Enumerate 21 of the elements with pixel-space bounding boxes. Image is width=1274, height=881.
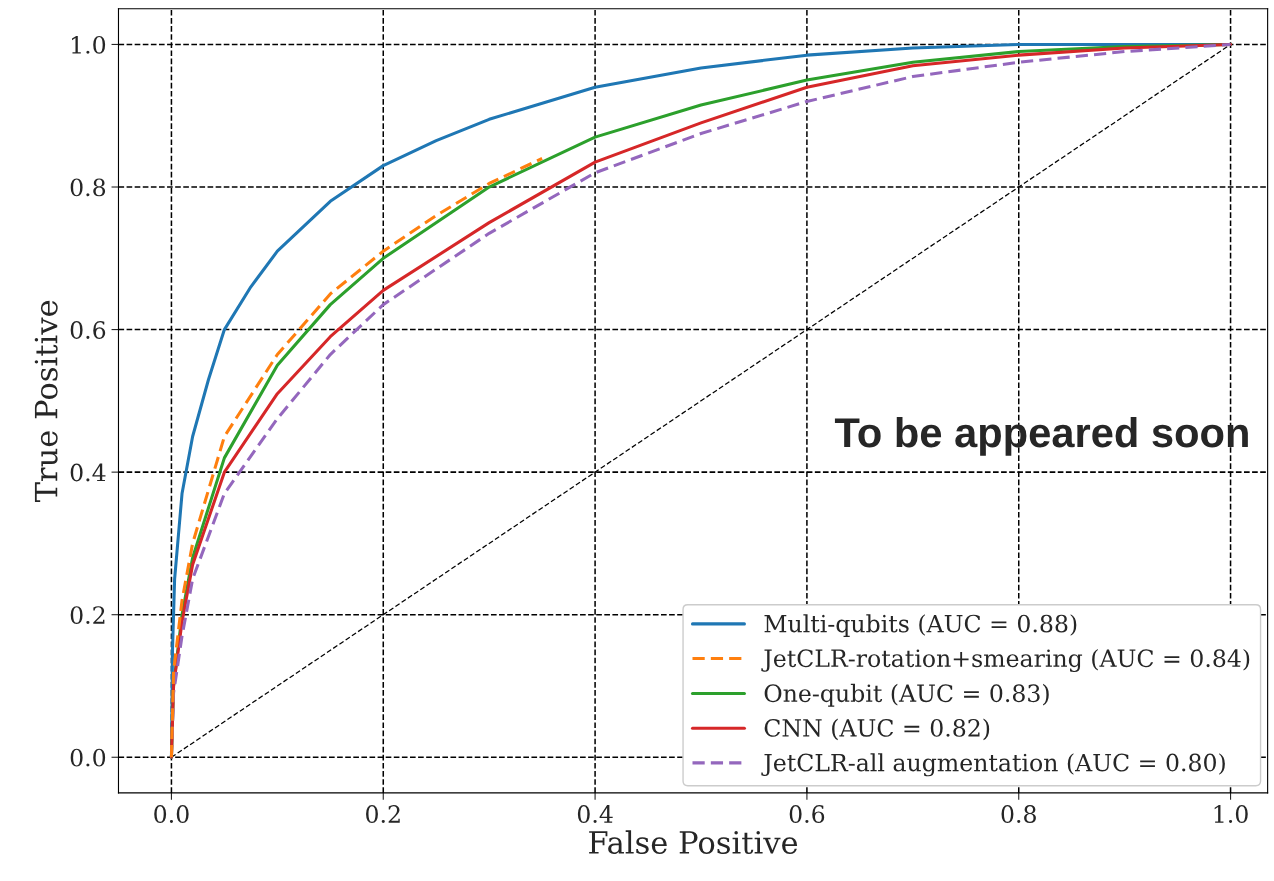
x-tick-label: 0.4 xyxy=(577,805,613,823)
y-tick-label: 0.2 xyxy=(70,606,105,624)
legend-label: One-qubit (AUC = 0.83) xyxy=(764,683,1049,707)
x-tick-label: 0.0 xyxy=(154,805,189,823)
x-tick-label: 0.8 xyxy=(1001,805,1036,823)
annotation: To be appeared soon xyxy=(834,416,1248,456)
y-tick-label: 0.4 xyxy=(70,463,106,482)
y-tick-label: 0.8 xyxy=(70,178,106,197)
y-tick-label: 0.6 xyxy=(70,321,106,339)
legend-label: CNN (AUC = 0.82) xyxy=(764,718,990,741)
legend-label: JetCLR-rotation+smearing (AUC = 0.84) xyxy=(761,648,1250,673)
y-tick-label: 1.0 xyxy=(72,35,106,54)
x-axis-title: False Positive xyxy=(589,830,798,854)
y-tick-label: 0.0 xyxy=(70,748,106,767)
y-axis-title: True Positive xyxy=(34,300,58,503)
legend-label: JetCLR-all augmentation (AUC = 0.80) xyxy=(761,753,1225,777)
legend-label: Multi-qubits (AUC = 0.88) xyxy=(764,614,1077,638)
x-tick-label: 1.0 xyxy=(1214,805,1248,823)
x-tick-label: 0.2 xyxy=(366,805,400,823)
line-series xyxy=(169,156,544,759)
x-tick-label: 0.6 xyxy=(789,805,825,823)
